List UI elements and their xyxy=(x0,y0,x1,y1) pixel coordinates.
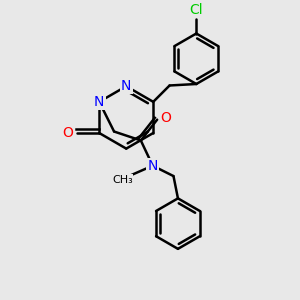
Text: O: O xyxy=(160,111,172,125)
Text: N: N xyxy=(121,79,131,93)
Text: N: N xyxy=(148,159,158,173)
Text: O: O xyxy=(63,126,74,140)
Text: Cl: Cl xyxy=(190,3,203,17)
Text: N: N xyxy=(94,95,104,109)
Text: CH₃: CH₃ xyxy=(112,175,133,184)
